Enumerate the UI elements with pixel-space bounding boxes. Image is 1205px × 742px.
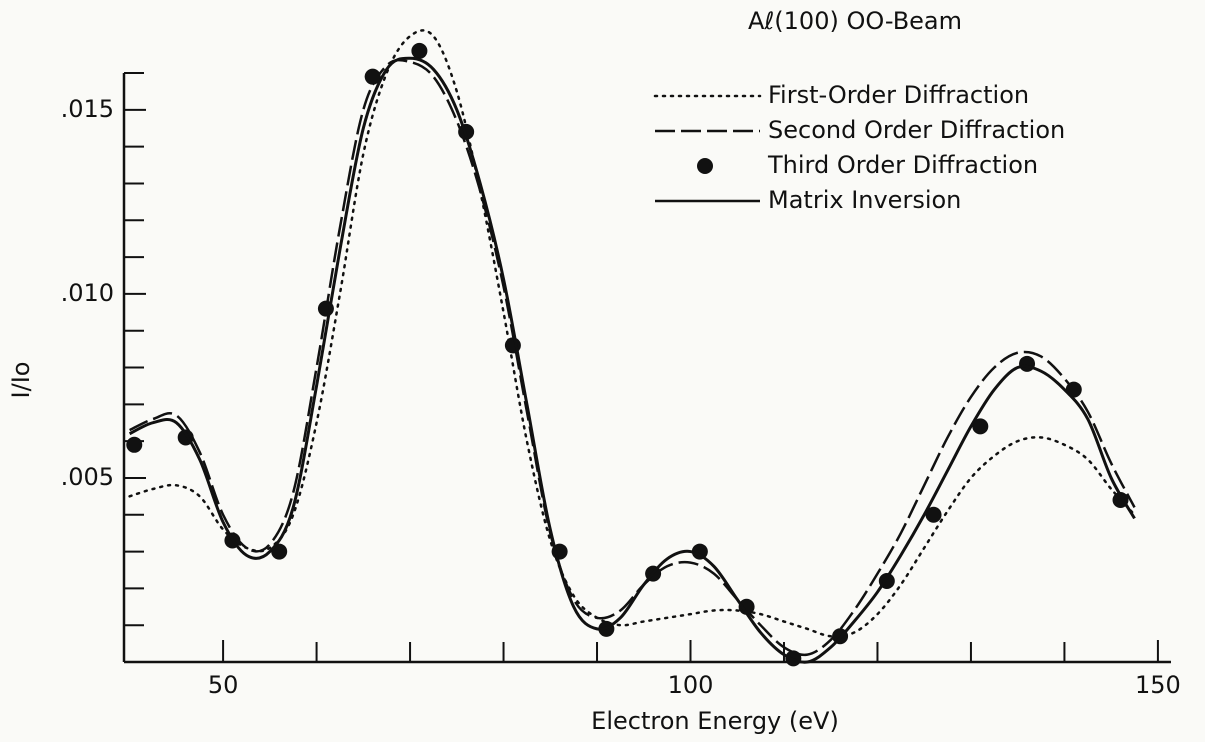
legend-label: Matrix Inversion [768,186,961,214]
data-point [364,68,381,85]
y-tick-label: .010 [61,279,114,307]
y-axis-label: I/Io [7,362,35,399]
x-tick-label: 50 [208,671,239,699]
chart-title: Aℓ(100) OO-Beam [748,7,962,35]
legend-marker [697,158,713,174]
data-point [972,418,989,435]
x-axis-label: Electron Energy (eV) [591,707,839,735]
data-point [126,436,143,453]
series-line [128,56,1136,664]
legend-label: First-Order Diffraction [768,81,1029,109]
x-tick-label: 100 [668,671,714,699]
x-tick-label: 150 [1135,671,1181,699]
series-line [129,58,1136,657]
legend-label: Second Order Diffraction [768,116,1065,144]
data-point [411,42,428,59]
y-tick-label: .005 [61,463,114,491]
data-point [738,598,755,615]
data-point [691,543,708,560]
y-tick-label: .015 [61,95,114,123]
data-point [925,506,942,523]
legend-label: Third Order Diffraction [767,151,1038,179]
